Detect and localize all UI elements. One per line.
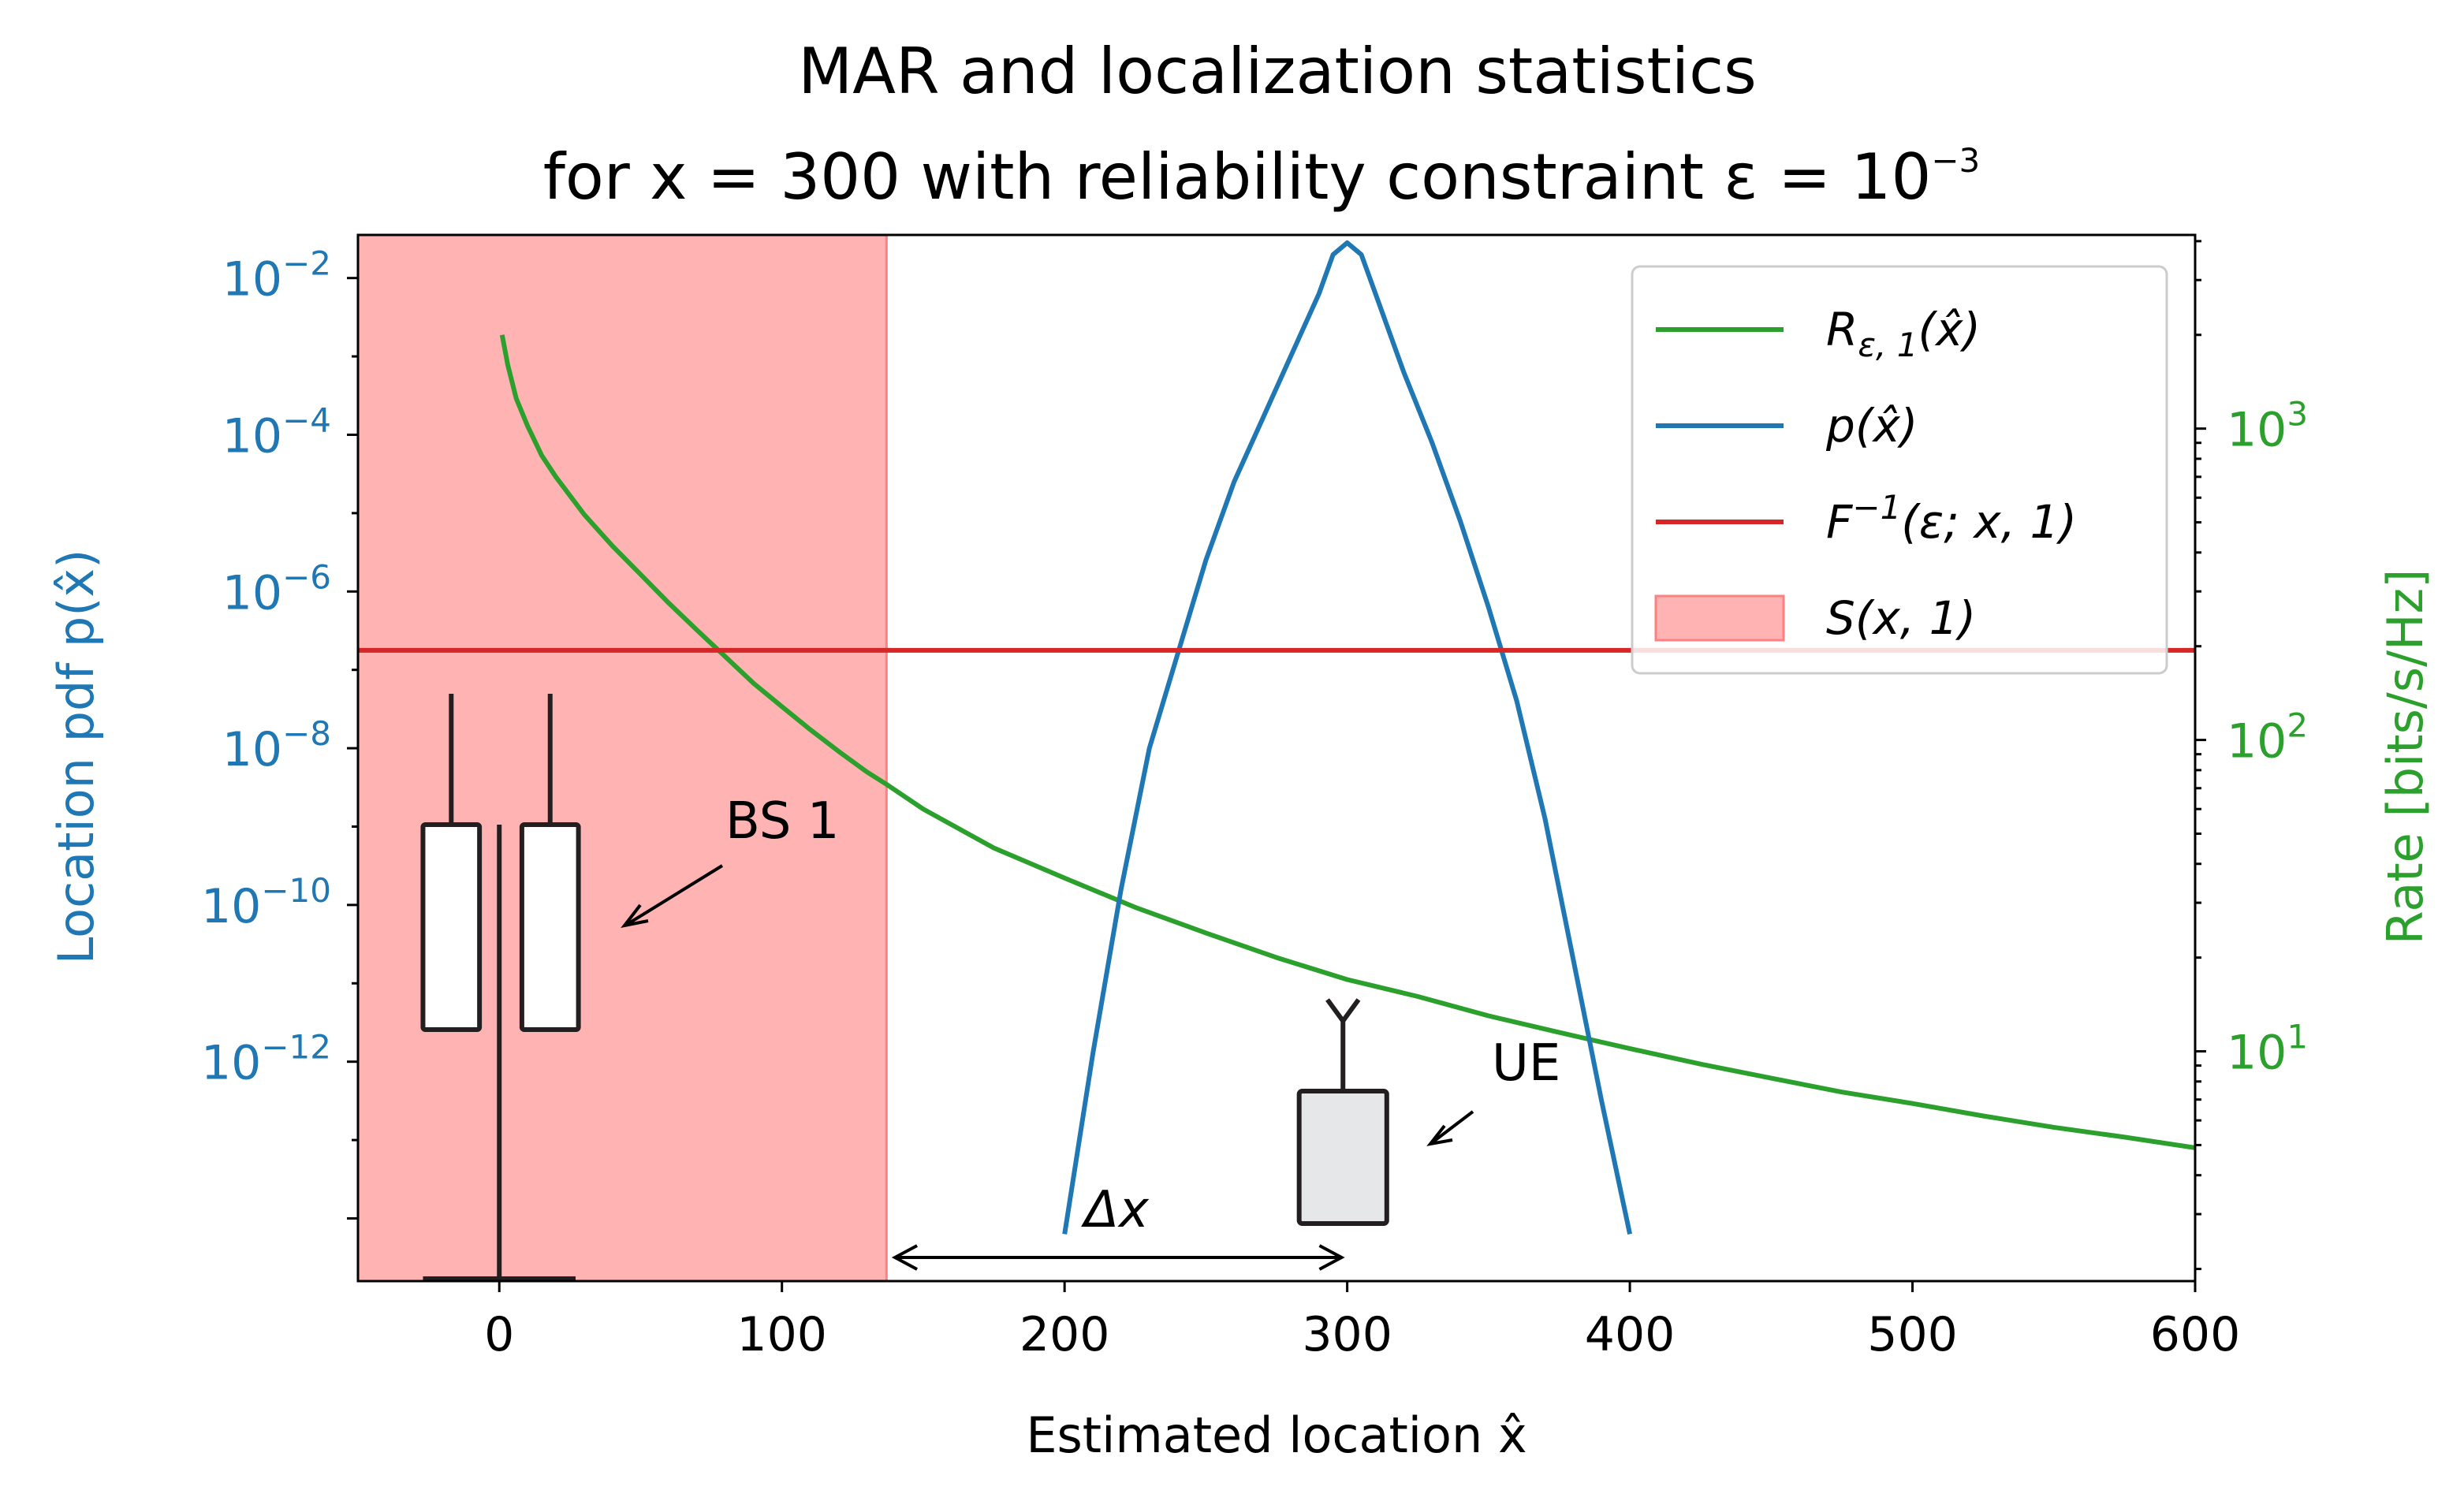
legend-label-tail: (ε; x, 1) [1901,495,2077,549]
dx-arrow-head-left [891,1244,919,1271]
y-right-tick-base: 10 [2227,403,2287,458]
legend-label-tail: (x̂) [1918,303,1981,356]
bs-arrow-line [626,864,724,926]
y-left-tick-base: 10 [222,408,282,464]
y-right-tick-base: 10 [2227,714,2287,769]
x-tick-label: 100 [736,1307,827,1362]
legend-patch-3 [1654,594,1785,642]
y-left-tick-base: 10 [201,879,261,934]
x-tick-label: 400 [1585,1307,1676,1362]
x-tick-label: 600 [2150,1307,2241,1362]
region-S [358,235,887,1281]
dx-label: Δx [1080,1181,1150,1239]
chart-title-line1: MAR and localization statistics [798,35,1757,108]
rate-curve [499,334,2195,1150]
ue-device-body [1296,1089,1389,1226]
y-right-tick-label: 101 [2227,1018,2308,1081]
legend-label-sub: ε, 1 [1858,326,1918,364]
y-right-tick-exp: 1 [2287,1018,2308,1056]
y-axis-label-left: Location pdf p(x̂) [47,549,105,965]
legend-label-main: p(x̂) [1825,399,1918,453]
legend-label-0: Rε, 1(x̂) [1826,303,1981,364]
x-tick-label: 0 [484,1307,514,1362]
bs-label: BS 1 [725,792,839,851]
y-right-tick-exp: 2 [2287,706,2308,745]
y-left-tick-label: 10−10 [201,871,331,934]
y-left-tick-exp: −6 [282,557,331,596]
y-left-tick-base: 10 [201,1036,261,1091]
legend-label-sup: −1 [1852,488,1901,527]
y-left-tick-label: 10−8 [222,714,331,777]
legend-label-2: F−1(ε; x, 1) [1826,488,2077,549]
y-right-tick-base: 10 [2227,1026,2287,1081]
x-tick-label: 500 [1867,1307,1958,1362]
y-right-tick-label: 102 [2227,706,2308,769]
ue-arrow-line [1432,1110,1474,1143]
y-right-tick-label: 103 [2227,395,2308,458]
y-left-tick-base: 10 [222,252,282,307]
bs-antenna-right-panel [519,822,581,1032]
y-right-tick-exp: 3 [2287,395,2308,434]
plot-area [356,233,2197,1283]
y-left-tick-label: 10−2 [222,244,331,307]
chart-title-line2: for x = 300 with reliability constraint … [543,140,1981,214]
y-left-tick-exp: −8 [282,714,331,753]
y-left-tick-label: 10−4 [222,400,331,464]
ue-antenna-tip [1325,998,1361,1026]
plot-frame [356,233,2197,1283]
y-left-tick-base: 10 [222,565,282,620]
legend-label-3: S(x, 1) [1826,591,1976,645]
bs-antenna-left-panel [420,822,483,1032]
legend-label-1: p(x̂) [1825,399,1918,453]
y-left-tick-exp: −4 [282,400,331,439]
x-tick-label: 200 [1020,1307,1110,1362]
x-tick-label: 300 [1302,1307,1392,1362]
y-left-tick-label: 10−6 [222,557,331,620]
legend-label-main: S(x, 1) [1826,591,1976,645]
bs-arrow-head [621,903,649,929]
pdf-curve [1062,240,1633,1235]
y-left-tick-base: 10 [222,722,282,777]
y-left-tick-exp: −10 [261,871,331,910]
chart-title-exponent: −3 [1931,141,1980,180]
x-axis-label: Estimated location x̂ [1026,1406,1526,1464]
y-left-tick-exp: −12 [261,1028,331,1067]
ue-arrow-head [1426,1124,1453,1146]
chart-title-line2-main: for x = 300 with reliability constraint … [543,140,1932,214]
ue-label: UE [1492,1034,1560,1093]
y-left-tick-label: 10−12 [201,1028,331,1091]
y-left-tick-exp: −2 [282,244,331,283]
dx-arrow-head-right [1318,1244,1345,1271]
legend-label-main: F [1826,495,1854,549]
legend-label-main: R [1826,303,1858,356]
y-axis-label-right: Rate [bits/s/Hz] [2376,569,2434,945]
legend-box [1631,265,2168,675]
